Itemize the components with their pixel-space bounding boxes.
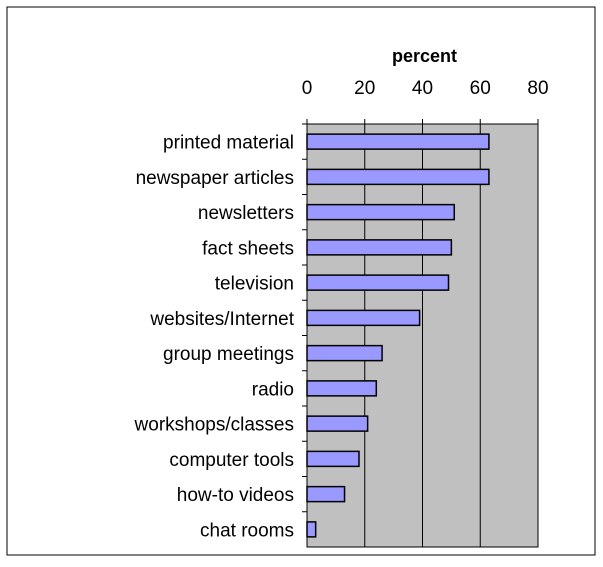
gridlines (364, 124, 481, 547)
bar (306, 274, 450, 291)
bar (306, 380, 378, 397)
x-axis: percent 0 20 40 60 80 (302, 46, 549, 125)
category-label: chat rooms (200, 520, 294, 541)
category-label: newspaper articles (136, 168, 294, 189)
x-tick-label: 20 (354, 78, 375, 99)
x-tick-label: 40 (412, 78, 433, 99)
category-label: websites/Internet (149, 309, 294, 330)
bar (306, 203, 456, 221)
bar (306, 344, 383, 362)
category-label: workshops/classes (134, 415, 294, 436)
bar (306, 239, 453, 256)
category-label: radio (252, 379, 294, 400)
bar (306, 309, 421, 327)
category-label: fact sheets (202, 238, 294, 259)
category-label: printed material (163, 133, 294, 154)
x-axis-title: percent (392, 46, 457, 66)
category-label: newsletters (198, 203, 294, 224)
bar (306, 415, 369, 432)
category-label: computer tools (169, 450, 294, 471)
bar (306, 485, 346, 503)
bar (306, 168, 490, 186)
category-label: television (215, 274, 294, 295)
bar (306, 450, 360, 468)
y-axis: printed material newspaper articles newsle… (134, 123, 308, 547)
category-label: group meetings (163, 344, 294, 365)
bar (306, 133, 490, 150)
x-tick-label: 80 (527, 78, 548, 99)
bars (306, 133, 490, 538)
x-tick-label: 60 (470, 78, 491, 99)
category-label: how-to videos (177, 485, 294, 506)
bar (306, 521, 317, 538)
x-tick-label: 0 (302, 78, 313, 99)
